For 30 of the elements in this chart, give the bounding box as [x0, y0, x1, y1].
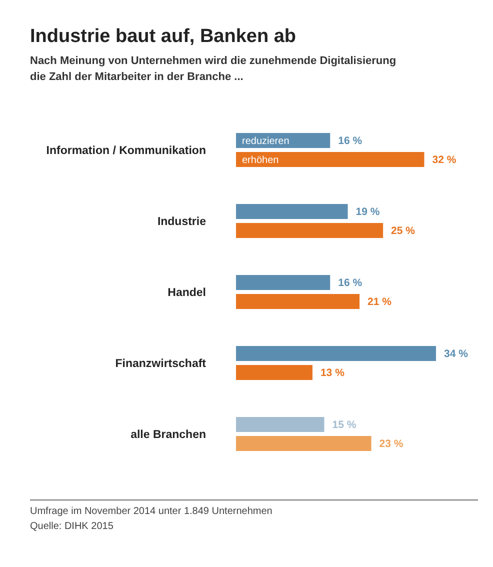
data-label: 34 %	[444, 348, 469, 360]
y-tick-label: Handel	[168, 287, 206, 299]
y-tick-label: Information / Kommunikation	[46, 145, 206, 157]
data-label: 15 %	[332, 419, 357, 431]
bar	[236, 436, 372, 451]
chart-title: Industrie baut auf, Banken ab	[30, 26, 296, 47]
data-label: 32 %	[432, 154, 457, 166]
series-label: erhöhen	[242, 155, 279, 166]
bar	[236, 346, 436, 361]
bar	[236, 152, 424, 167]
y-tick-label: alle Branchen	[130, 429, 206, 441]
data-label: 19 %	[356, 206, 380, 218]
data-label: 13 %	[320, 367, 346, 379]
bar	[236, 223, 384, 238]
bar	[236, 204, 348, 219]
data-label: 23 %	[379, 438, 404, 450]
chart-subtitle: Nach Meinung von Unternehmen wird die zunehmende Digitalisierung die Zahl der Mitarbeiter in der Branche ...	[30, 55, 396, 83]
data-label: 25 %	[391, 225, 416, 237]
data-label: 21 %	[368, 296, 392, 308]
source-note: Quelle: DIHK 2015	[30, 521, 114, 532]
series-label: reduzieren	[242, 136, 290, 147]
y-tick-label: Finanzwirtschaft	[115, 358, 206, 370]
bar	[236, 275, 330, 290]
bar	[236, 417, 324, 432]
bar	[236, 365, 312, 380]
bar	[236, 294, 360, 309]
y-tick-label: Industrie	[157, 216, 206, 228]
data-label: 16 %	[338, 135, 363, 147]
data-label: 16 %	[338, 277, 363, 289]
text: Umfrage im November 2014 unter 1.849 Unternehmen	[30, 506, 272, 517]
